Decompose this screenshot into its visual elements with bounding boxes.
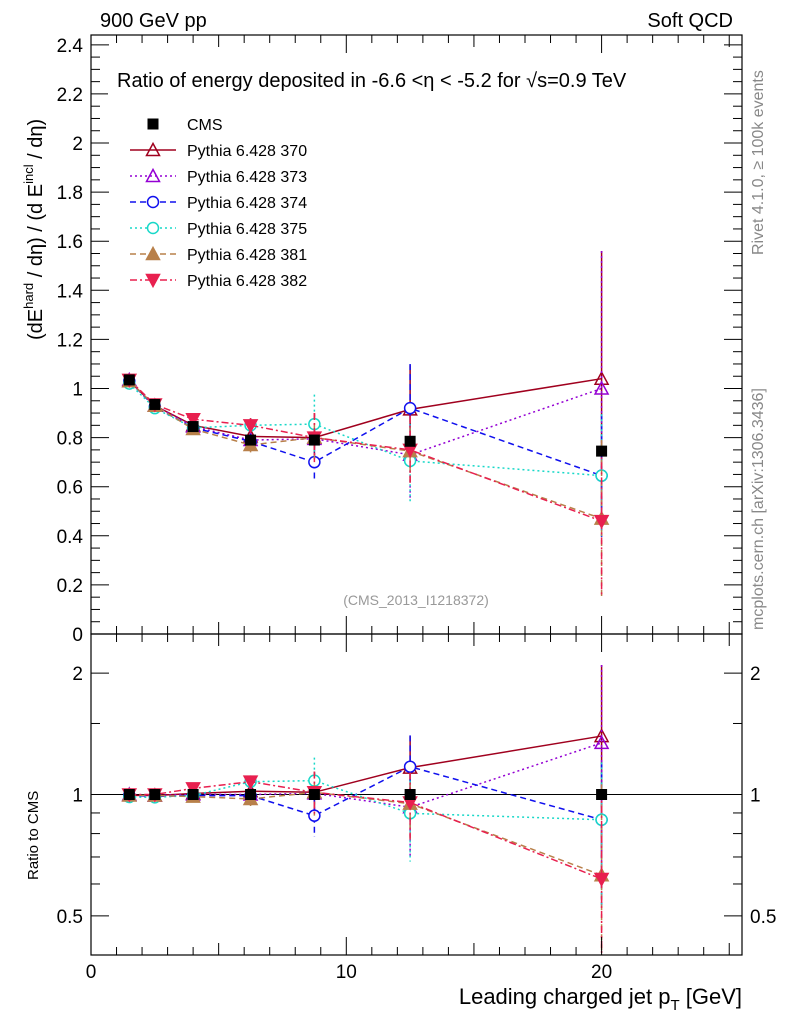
data-point bbox=[185, 412, 201, 428]
series-pythia-6.428-375 bbox=[123, 377, 608, 538]
y-tick-label: 0 bbox=[72, 625, 83, 646]
data-point bbox=[593, 514, 610, 530]
watermark: (CMS_2013_I1218372) bbox=[343, 592, 489, 608]
legend-item: Pythia 6.428 381 bbox=[130, 245, 307, 264]
legend-item: CMS bbox=[147, 117, 223, 134]
ratio-tick-label: 2 bbox=[72, 664, 83, 685]
data-point bbox=[403, 401, 417, 415]
data-point bbox=[593, 734, 610, 750]
ratio-tick-label: 1 bbox=[72, 786, 83, 807]
y-axis-label: (dEhard / dη) / (d Eincl / dη) bbox=[21, 119, 47, 340]
data-point bbox=[308, 789, 320, 800]
main-plot-area bbox=[121, 251, 610, 598]
x-tick-label: 0 bbox=[86, 962, 97, 983]
legend-marker bbox=[145, 273, 161, 289]
title-background bbox=[108, 63, 723, 95]
ratio-tick-label-right: 1 bbox=[750, 786, 761, 807]
ratio-tick-label-right: 0.5 bbox=[750, 907, 776, 928]
data-point bbox=[123, 789, 135, 800]
data-point bbox=[593, 872, 610, 888]
y-tick-label: 0.6 bbox=[57, 478, 83, 499]
legend-marker bbox=[145, 141, 161, 157]
y-tick-label: 1.8 bbox=[57, 183, 83, 204]
data-point bbox=[404, 435, 416, 447]
legend-marker bbox=[147, 118, 159, 130]
data-point bbox=[593, 380, 610, 395]
legend-item: Pythia 6.428 374 bbox=[130, 195, 307, 212]
x-tick-label: 10 bbox=[336, 962, 357, 983]
y-tick-label: 1.2 bbox=[57, 330, 83, 351]
data-point bbox=[596, 789, 608, 800]
series-pythia-6.428-381 bbox=[121, 373, 610, 598]
y-tick-label: 0.4 bbox=[57, 527, 84, 548]
ratio-y-axis-label: Ratio to CMS bbox=[25, 791, 42, 880]
series-pythia-6.428-382 bbox=[121, 373, 610, 595]
data-point bbox=[593, 370, 610, 385]
data-point bbox=[149, 398, 161, 410]
side-text-rivet: Rivet 4.1.0, ≥ 100k events bbox=[750, 70, 767, 255]
side-text-mcplots: mcplots.cern.ch [arXiv:1306.3436] bbox=[750, 388, 767, 630]
legend-item: Pythia 6.428 375 bbox=[130, 221, 307, 238]
legend-label: Pythia 6.428 373 bbox=[187, 169, 307, 186]
series-cms bbox=[123, 374, 608, 457]
series-line bbox=[129, 735, 602, 797]
series-cms bbox=[123, 789, 608, 800]
legend-marker bbox=[146, 195, 160, 209]
legend-label: CMS bbox=[187, 117, 223, 134]
series-line bbox=[128, 383, 602, 477]
data-point bbox=[242, 775, 259, 790]
legend-item: Pythia 6.428 370 bbox=[130, 141, 307, 160]
series-pythia-6.428-373 bbox=[121, 665, 610, 887]
data-point bbox=[187, 789, 199, 800]
legend-item: Pythia 6.428 373 bbox=[130, 167, 307, 186]
legend-label: Pythia 6.428 381 bbox=[187, 247, 307, 264]
data-point bbox=[596, 445, 608, 457]
series-line bbox=[128, 380, 602, 520]
y-tick-label: 1.6 bbox=[57, 232, 83, 253]
legend: CMS Pythia 6.428 370 Pythia 6.428 373 Pythi… bbox=[130, 117, 307, 290]
series-line bbox=[129, 791, 602, 876]
data-point bbox=[403, 760, 417, 773]
header-left: 900 GeV pp bbox=[100, 10, 207, 32]
y-tick-label: 0.8 bbox=[57, 429, 83, 450]
y-tick-label: 0.2 bbox=[57, 576, 83, 597]
legend-item: Pythia 6.428 382 bbox=[130, 273, 307, 290]
data-point bbox=[245, 434, 257, 446]
legend-label: Pythia 6.428 370 bbox=[187, 143, 307, 160]
x-tick-label: 20 bbox=[591, 962, 612, 983]
y-tick-label: 1 bbox=[72, 380, 83, 401]
y-tick-label: 2.2 bbox=[57, 85, 83, 106]
ratio-tick-label-right: 2 bbox=[750, 664, 761, 685]
legend-marker bbox=[145, 167, 161, 183]
legend-label: Pythia 6.428 375 bbox=[187, 221, 307, 238]
y-tick-label: 2.4 bbox=[57, 36, 84, 57]
data-point bbox=[149, 789, 161, 800]
series-pythia-6.428-370 bbox=[121, 665, 610, 858]
y-tick-label: 2 bbox=[72, 134, 83, 155]
data-point bbox=[123, 374, 135, 386]
legend-label: Pythia 6.428 382 bbox=[187, 273, 307, 290]
data-point bbox=[308, 434, 320, 446]
data-point bbox=[245, 789, 257, 800]
header-right: Soft QCD bbox=[647, 10, 733, 32]
ratio-plot-area bbox=[91, 665, 742, 955]
chart-title: Ratio of energy deposited in -6.6 <η < -… bbox=[117, 70, 627, 92]
series-line bbox=[128, 377, 602, 439]
axes: 0 0.2 0.4 0.6 0.8 1 1.2 1.4 1.6 1.8 2 2.2 2.4 0 10 20 0.… bbox=[57, 34, 776, 983]
data-point bbox=[187, 421, 199, 433]
legend-label: Pythia 6.428 374 bbox=[187, 195, 307, 212]
y-tick-label: 1.4 bbox=[57, 281, 84, 302]
data-point bbox=[185, 782, 201, 797]
data-point bbox=[404, 789, 416, 800]
legend-marker bbox=[146, 221, 160, 235]
ratio-tick-label: 0.5 bbox=[57, 907, 83, 928]
data-point bbox=[242, 419, 259, 434]
series-pythia-6.428-374 bbox=[123, 735, 608, 906]
series-pythia-6.428-373 bbox=[121, 251, 610, 526]
series-line bbox=[128, 380, 602, 477]
x-axis-label: Leading charged jet pT [GeV] bbox=[459, 984, 742, 1014]
legend-marker bbox=[145, 245, 161, 261]
